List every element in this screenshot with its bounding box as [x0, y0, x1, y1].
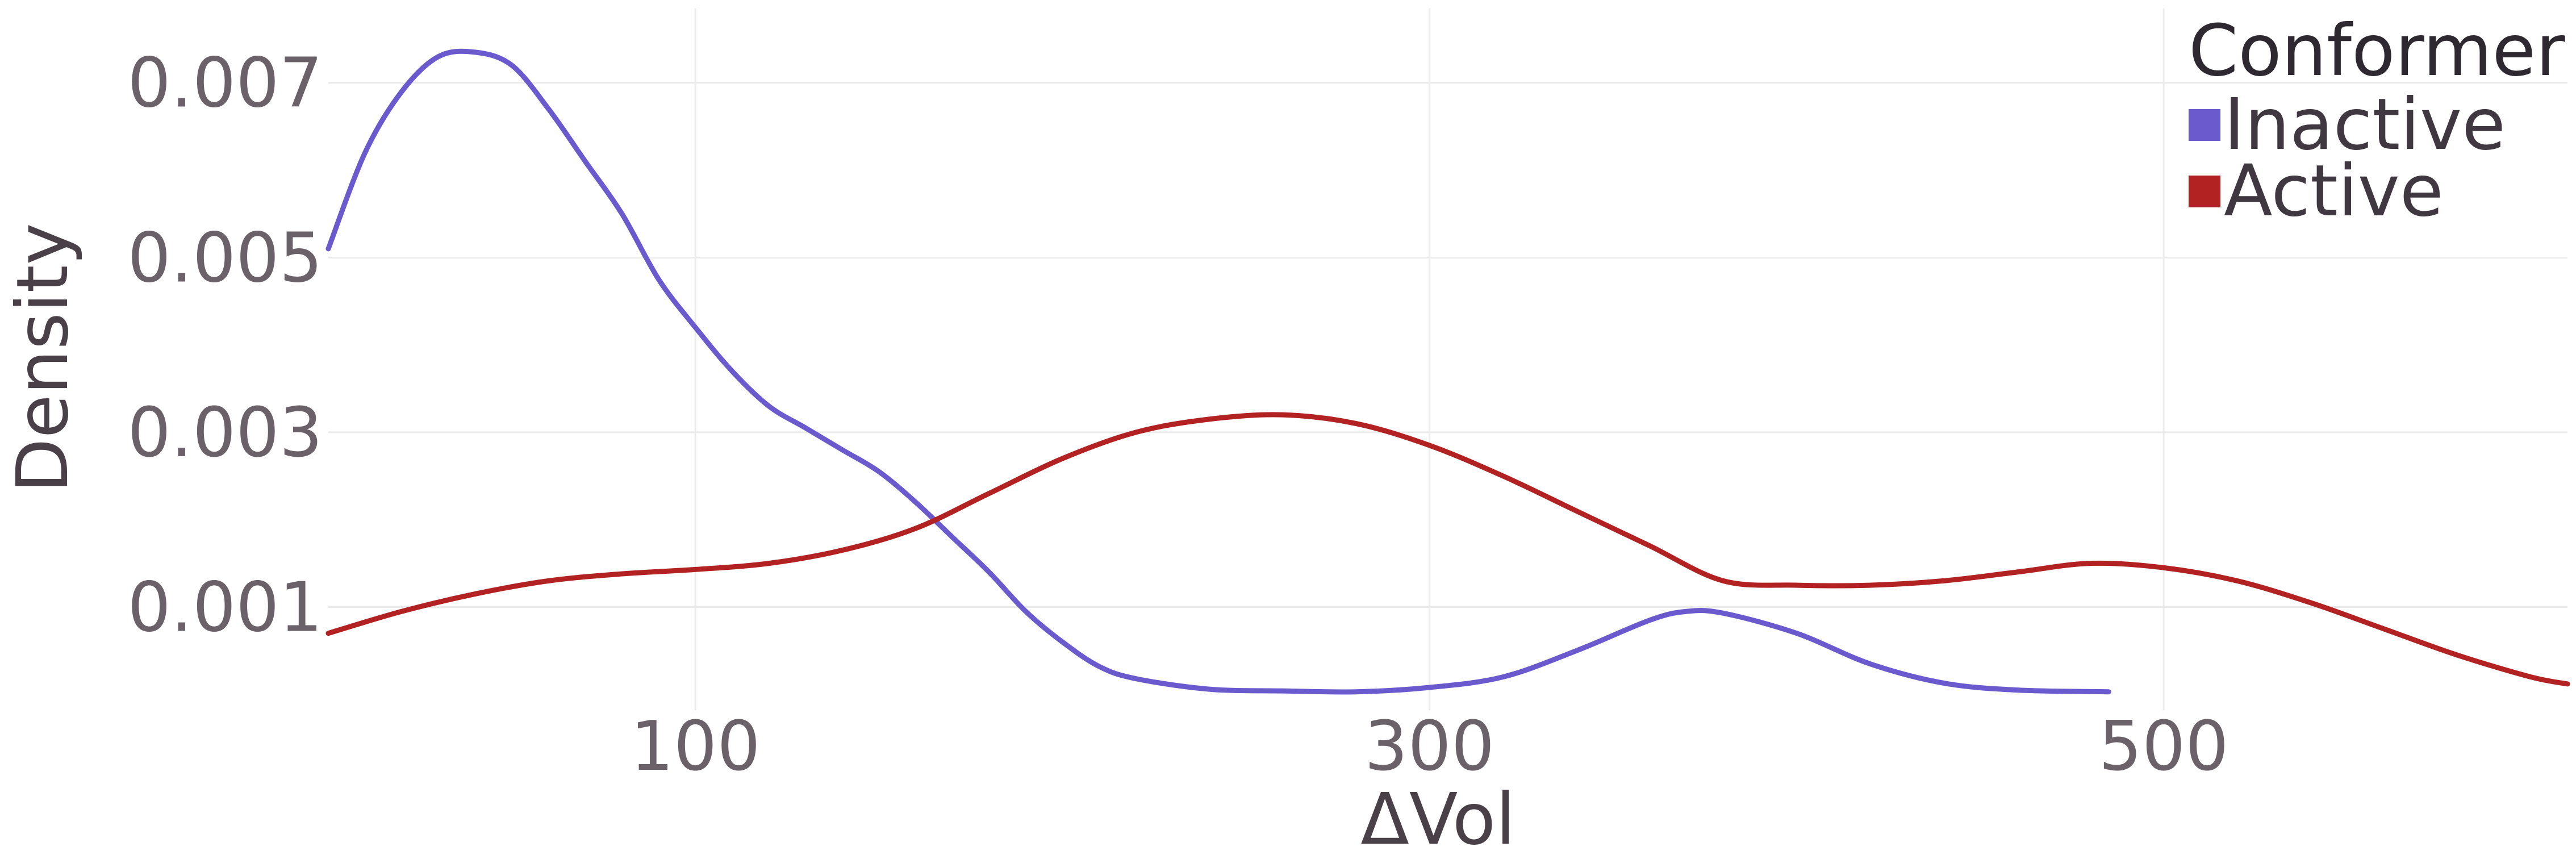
x-tick-label: 100 [631, 707, 761, 786]
series-line-inactive [325, 48, 2111, 695]
legend-key-inactive [2189, 109, 2220, 141]
x-tick-label: 300 [1364, 707, 1494, 786]
grid-lines [328, 9, 2567, 710]
y-tick-label: 0.001 [127, 569, 323, 648]
y-tick-label: 0.007 [127, 44, 323, 123]
legend-title: Conformer [2189, 10, 2565, 92]
x-tick-label: 500 [2099, 707, 2229, 786]
legend-key-active [2189, 176, 2220, 207]
series-line-active [325, 412, 2570, 687]
x-axis-ticks: 100 300 500 [631, 707, 2229, 786]
legend-label-active: Active [2224, 150, 2444, 232]
series-lines [325, 48, 2570, 695]
x-axis-title: ΔVol [1360, 778, 1515, 859]
y-tick-label: 0.005 [127, 219, 323, 298]
y-tick-label: 0.003 [127, 394, 323, 473]
y-axis-title: Density [2, 223, 84, 493]
legend-label-inactive: Inactive [2224, 84, 2506, 166]
y-axis-ticks: 0.001 0.003 0.005 0.007 [127, 44, 323, 648]
